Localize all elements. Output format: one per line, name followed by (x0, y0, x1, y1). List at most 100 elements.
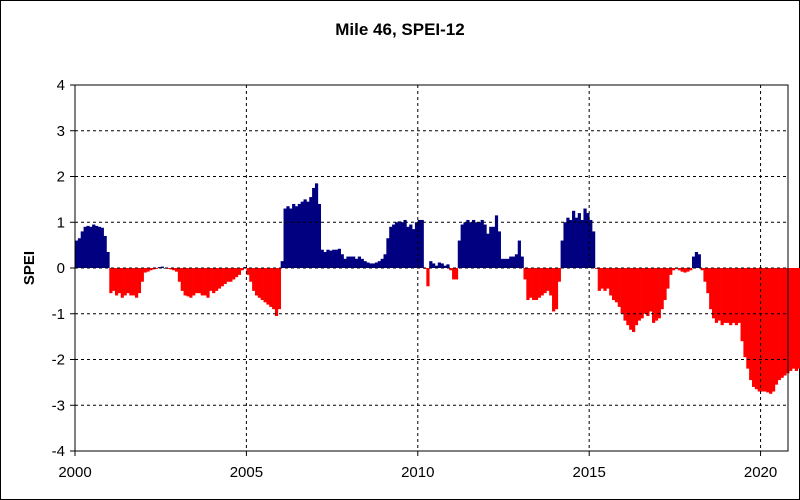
spei-bar (372, 263, 376, 268)
spei-bar (477, 222, 481, 268)
spei-bar (609, 268, 613, 296)
x-tick-label: 2005 (230, 464, 263, 481)
spei-bar (409, 224, 413, 268)
spei-bar (132, 268, 136, 296)
spei-bar (246, 268, 250, 275)
spei-bar (369, 263, 373, 268)
spei-bar (292, 203, 296, 268)
spei-bar (546, 268, 550, 291)
spei-bar (489, 226, 493, 268)
y-tick-label: -3 (52, 397, 65, 414)
spei-bar (100, 227, 104, 268)
spei-bar (566, 217, 570, 268)
spei-bar (95, 225, 99, 268)
spei-bar (77, 238, 82, 268)
spei-bar (677, 268, 681, 271)
spei-bar (743, 268, 747, 358)
spei-bar (529, 268, 533, 298)
spei-bar (300, 201, 304, 268)
spei-bar (383, 254, 387, 268)
spei-bar (683, 268, 687, 273)
spei-bar (152, 268, 156, 270)
spei-bar (472, 219, 476, 268)
spei-bar (380, 258, 384, 268)
spei-bar (294, 206, 299, 268)
spei-bar (386, 238, 390, 268)
spei-bar (494, 215, 499, 268)
spei-bar (789, 268, 793, 371)
spei-bar (517, 240, 521, 268)
spei-bar (200, 268, 204, 296)
spei-bar (769, 268, 773, 394)
y-tick-label: 0 (57, 260, 65, 277)
spei-bar (731, 268, 736, 323)
spei-bar (83, 226, 87, 268)
spei-bar (314, 183, 319, 268)
y-tick-label: -4 (52, 443, 65, 460)
spei-bar (557, 268, 561, 282)
spei-bar (154, 268, 159, 269)
y-tick-label: 2 (57, 169, 65, 186)
spei-bar (183, 268, 187, 296)
spei-bar (166, 268, 170, 269)
spei-bar (680, 268, 684, 272)
spei-bar (771, 268, 776, 392)
spei-bar (689, 268, 693, 271)
spei-bar (363, 261, 367, 268)
spei-bar (357, 256, 361, 268)
spei-bar (737, 268, 741, 323)
spei-bar (260, 268, 264, 301)
chart-title: Mile 46, SPEI-12 (335, 20, 464, 39)
spei-bar (352, 256, 356, 268)
spei-bar (691, 256, 696, 268)
spei-bar (172, 268, 176, 271)
spei-bar (129, 268, 133, 296)
spei-bar (640, 268, 644, 319)
y-tick-label: -2 (52, 352, 65, 369)
spei-bar (189, 268, 193, 298)
spei-bar (740, 268, 744, 342)
spei-bar (634, 268, 639, 326)
spei-bar (306, 201, 310, 268)
spei-bar (269, 268, 273, 307)
spei-bar (443, 265, 447, 268)
spei-bar (783, 268, 787, 376)
spei-bar (580, 219, 584, 268)
x-tick-label: 2000 (58, 464, 91, 481)
x-tick-label: 2010 (401, 464, 434, 481)
spei-bar (174, 268, 179, 272)
spei-bar (652, 268, 656, 323)
spei-bar (332, 249, 336, 268)
spei-bar (706, 268, 710, 294)
spei-bar (483, 224, 487, 268)
spei-bar (437, 262, 441, 268)
spei-bar (206, 268, 210, 298)
spei-bar (312, 187, 316, 268)
spei-bar (734, 268, 739, 326)
spei-bar (637, 268, 641, 321)
spei-bar (229, 268, 233, 282)
spei-bar (572, 210, 576, 268)
spei-bar (186, 268, 190, 297)
spei-bar (249, 268, 253, 282)
spei-bar (512, 256, 516, 268)
spei-bar (220, 268, 224, 287)
y-tick-label: 3 (57, 123, 65, 140)
spei-bar (317, 203, 322, 268)
spei-bar (514, 254, 519, 268)
spei-bar (323, 251, 327, 268)
spei-bar (303, 199, 307, 269)
spei-bar (520, 256, 524, 268)
spei-bar (723, 268, 727, 323)
spei-bar (214, 268, 219, 291)
spei-bar (646, 268, 650, 317)
spei-bar (354, 258, 359, 268)
spei-bar (123, 268, 127, 296)
spei-bar (643, 268, 647, 314)
y-axis-label: SPEI (21, 251, 38, 285)
y-tick-label: -1 (52, 306, 65, 323)
spei-bar (549, 268, 553, 296)
spei-bar (240, 268, 244, 271)
spei-bar (194, 268, 199, 294)
spei-bar (226, 268, 230, 282)
